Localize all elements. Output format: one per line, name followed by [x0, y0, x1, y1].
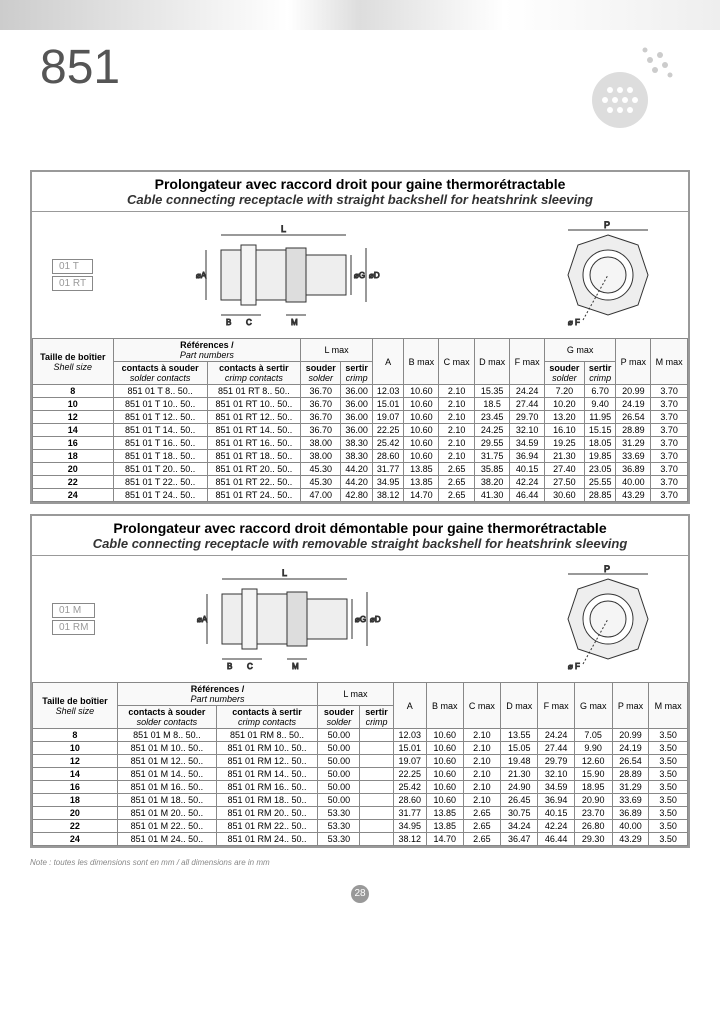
table-row: 16851 01 M 16.. 50..851 01 RM 16.. 50..5…: [33, 781, 688, 794]
table-row: 10851 01 M 10.. 50..851 01 RM 10.. 50..5…: [33, 742, 688, 755]
table-row: 18851 01 T 18.. 50..851 01 RT 18.. 50..3…: [33, 450, 688, 463]
svg-text:⌀D: ⌀D: [370, 615, 381, 624]
table-row: 22851 01 M 22.. 50..851 01 RM 22.. 50..5…: [33, 820, 688, 833]
type-tags: 01 M01 RM: [52, 603, 95, 635]
table-row: 20851 01 T 20.. 50..851 01 RT 20.. 50..4…: [33, 463, 688, 476]
connector-side-diagram: L ⌀A ⌀G ⌀D B C M: [191, 220, 451, 330]
connector-side-diagram: L ⌀A ⌀G ⌀D B C M: [192, 564, 452, 674]
connector-front-diagram: P ⌀ F: [548, 564, 668, 674]
table-row: 12851 01 M 12.. 50..851 01 RM 12.. 50..5…: [33, 755, 688, 768]
svg-text:C: C: [246, 318, 252, 327]
svg-text:P: P: [604, 564, 610, 574]
svg-text:P: P: [604, 220, 610, 230]
connector-front-diagram: P ⌀ F: [548, 220, 668, 330]
svg-text:⌀ F: ⌀ F: [568, 662, 580, 671]
type-tags: 01 T01 RT: [52, 259, 93, 291]
svg-text:⌀A: ⌀A: [196, 271, 207, 280]
table-row: 8851 01 T 8.. 50..851 01 RT 8.. 50..36.7…: [33, 385, 688, 398]
panel-title: Prolongateur avec raccord droit démontab…: [32, 516, 688, 556]
table-row: 16851 01 T 16.. 50..851 01 RT 16.. 50..3…: [33, 437, 688, 450]
svg-text:⌀A: ⌀A: [197, 615, 208, 624]
svg-text:L: L: [282, 568, 287, 578]
spec-table: Taille de boîtierShell size Références /…: [32, 338, 688, 502]
page-number: 28: [0, 883, 720, 903]
series-number: 851: [40, 40, 120, 95]
svg-text:M: M: [292, 662, 299, 671]
svg-text:B: B: [226, 318, 231, 327]
table-row: 14851 01 T 14.. 50..851 01 RT 14.. 50..3…: [33, 424, 688, 437]
top-gradient-band: [0, 0, 720, 30]
table-row: 22851 01 T 22.. 50..851 01 RT 22.. 50..4…: [33, 476, 688, 489]
table-row: 12851 01 T 12.. 50..851 01 RT 12.. 50..3…: [33, 411, 688, 424]
spec-table: Taille de boîtierShell size Références /…: [32, 682, 688, 846]
spec-panel-0: Prolongateur avec raccord droit pour gai…: [30, 170, 690, 504]
svg-text:L: L: [281, 224, 286, 234]
panel-title: Prolongateur avec raccord droit pour gai…: [32, 172, 688, 212]
svg-text:⌀ F: ⌀ F: [568, 318, 580, 327]
table-row: 18851 01 M 18.. 50..851 01 RM 18.. 50..5…: [33, 794, 688, 807]
table-row: 14851 01 M 14.. 50..851 01 RM 14.. 50..5…: [33, 768, 688, 781]
dots-logo-icon: [560, 40, 680, 140]
svg-text:M: M: [291, 318, 298, 327]
svg-text:B: B: [227, 662, 232, 671]
header: 851: [0, 30, 720, 160]
table-row: 24851 01 M 24.. 50..851 01 RM 24.. 50..5…: [33, 833, 688, 846]
table-row: 10851 01 T 10.. 50..851 01 RT 10.. 50..3…: [33, 398, 688, 411]
table-row: 8851 01 M 8.. 50..851 01 RM 8.. 50..50.0…: [33, 729, 688, 742]
svg-text:⌀D: ⌀D: [369, 271, 380, 280]
footnote: Note : toutes les dimensions sont en mm …: [0, 858, 720, 877]
svg-text:⌀G: ⌀G: [355, 615, 366, 624]
svg-text:⌀G: ⌀G: [354, 271, 365, 280]
spec-panel-1: Prolongateur avec raccord droit démontab…: [30, 514, 690, 848]
table-row: 20851 01 M 20.. 50..851 01 RM 20.. 50..5…: [33, 807, 688, 820]
table-row: 24851 01 T 24.. 50..851 01 RT 24.. 50..4…: [33, 489, 688, 502]
svg-text:C: C: [247, 662, 253, 671]
